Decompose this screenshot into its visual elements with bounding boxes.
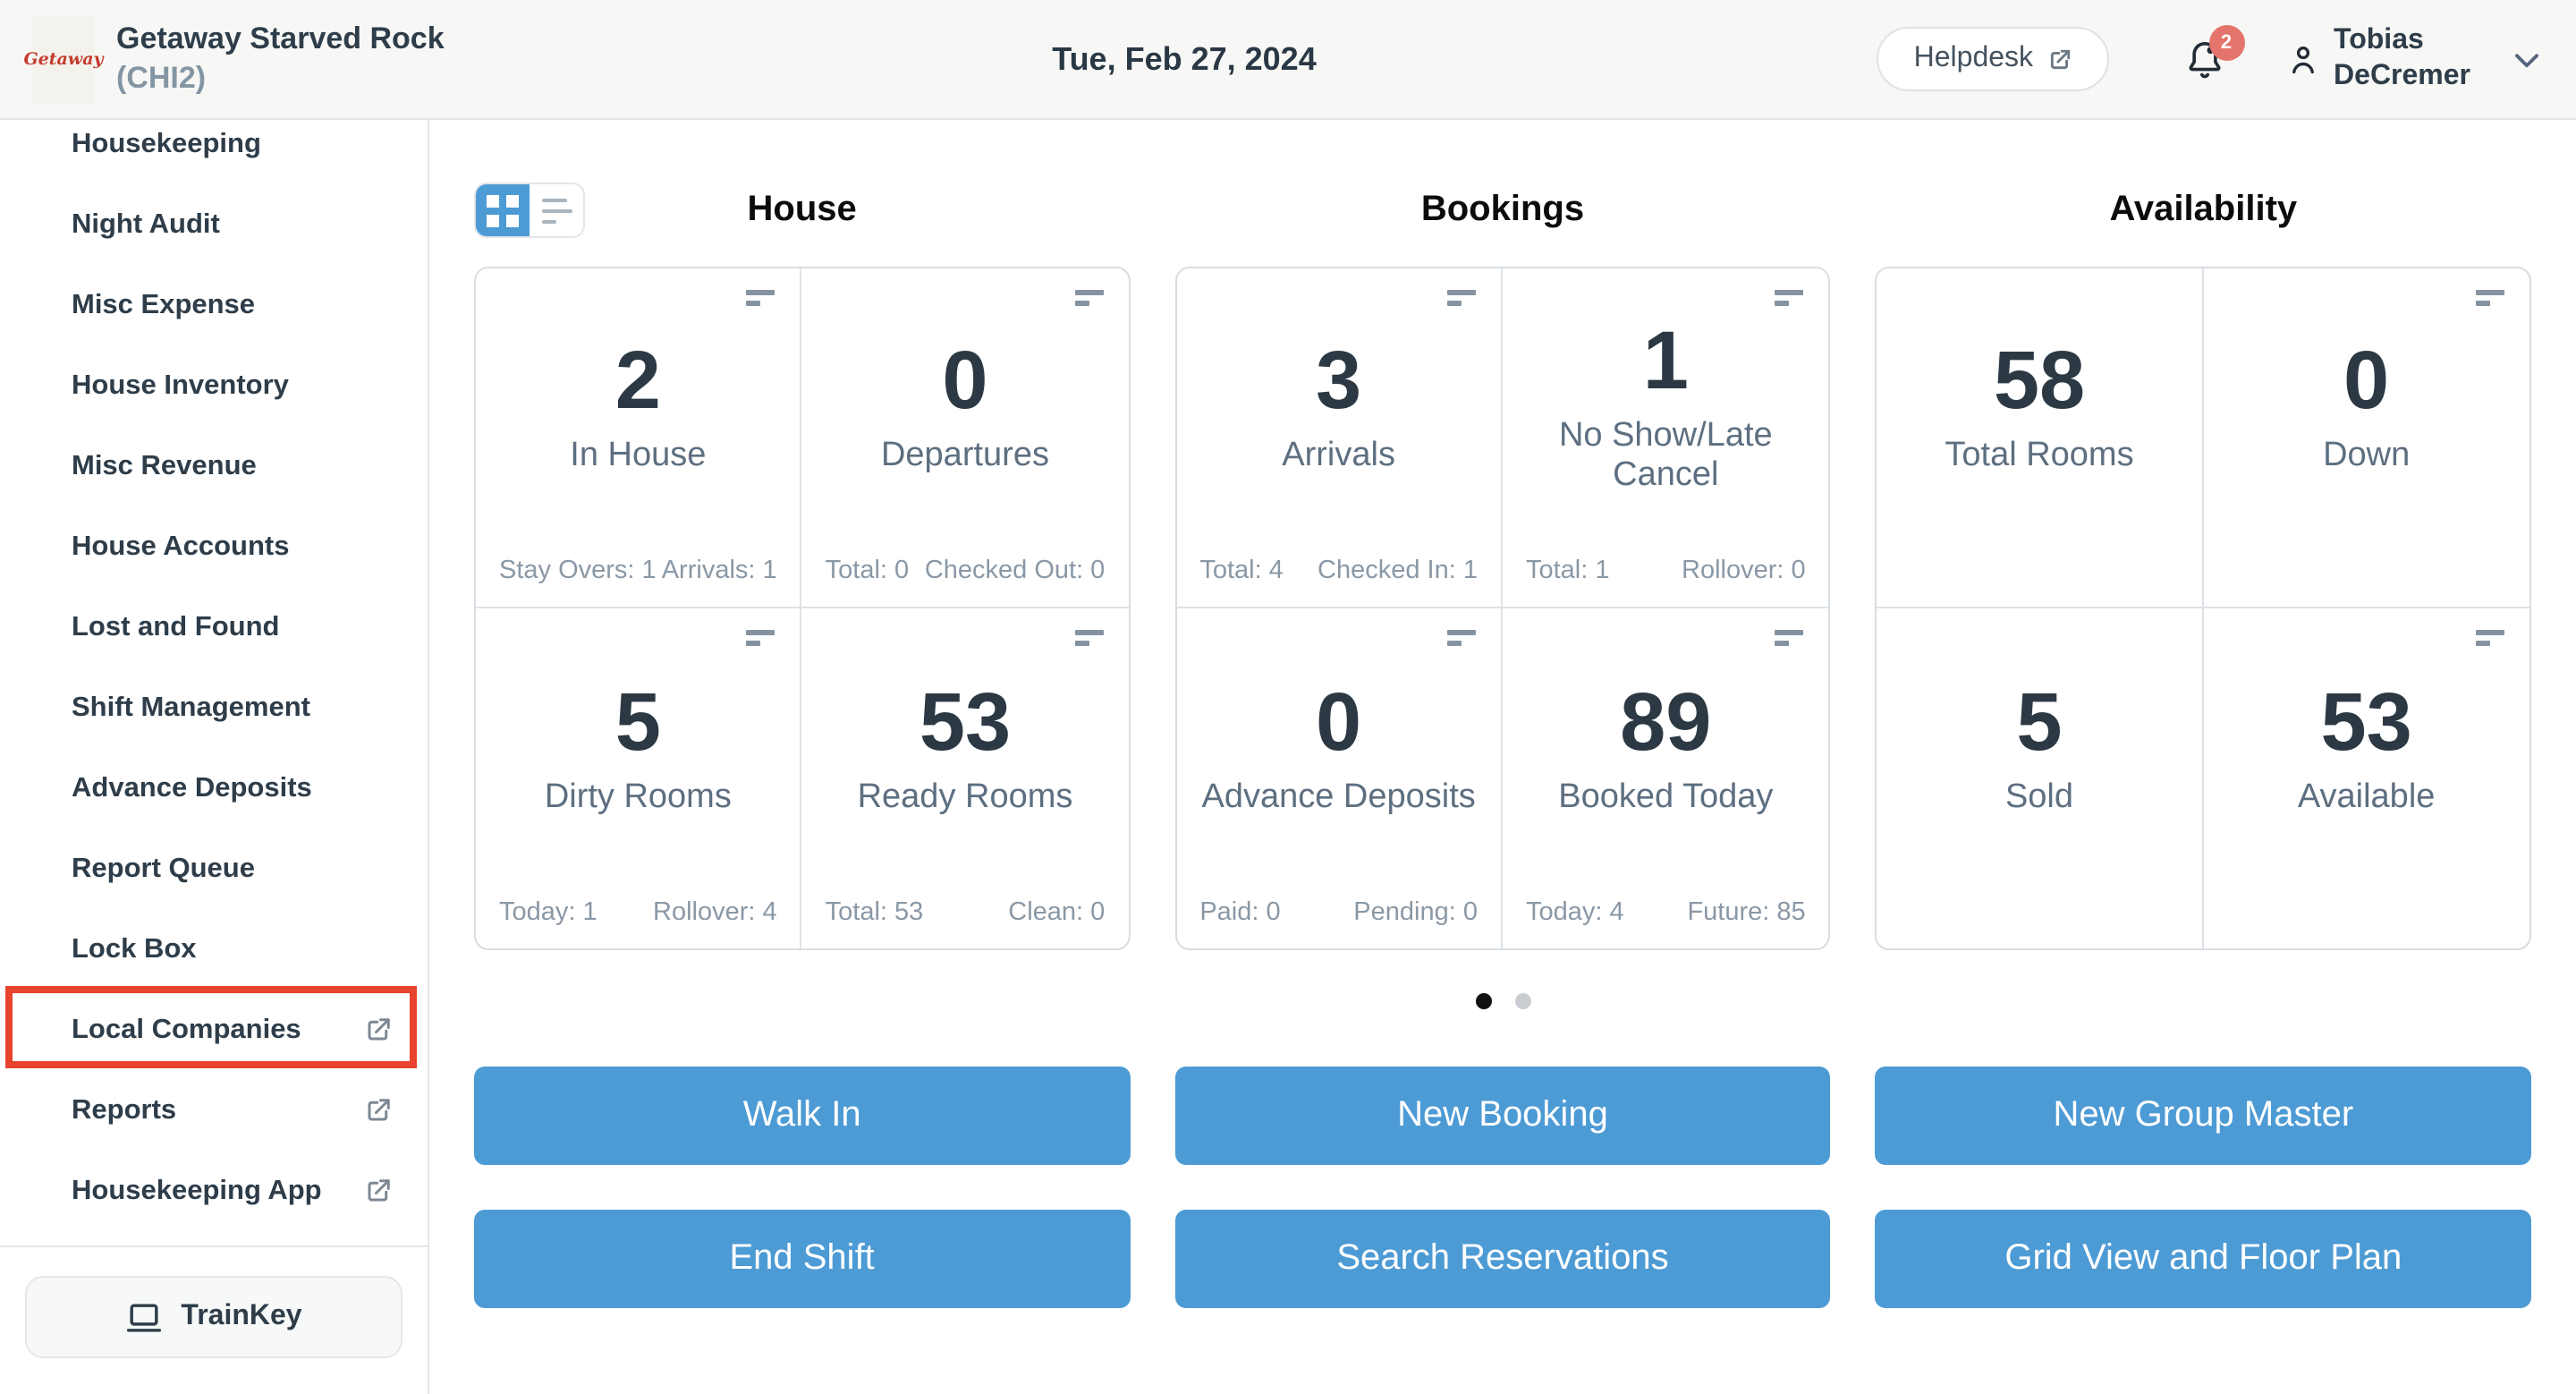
stats-bars-icon [1775, 290, 1804, 306]
sidebar-item-house-inventory[interactable]: House Inventory [72, 370, 289, 400]
arrivals-tile[interactable]: 3 Arrivals Total: 4 Checked In: 1 [1176, 268, 1503, 608]
down-rooms-tile[interactable]: 0 Down [2203, 268, 2529, 608]
user-name: Tobias DeCremer [2334, 25, 2470, 91]
stats-bars-icon [746, 290, 775, 306]
sidebar-list: Housekeeping Night Audit Misc Expense Ho… [0, 104, 428, 1231]
property-title: Getaway Starved Rock (CHI2) [116, 19, 445, 99]
grid-view-icon [487, 194, 519, 226]
no-show-late-cancel-tile[interactable]: 1 No Show/Late Cancel Total: 1 Rollover: 0 [1502, 268, 1829, 608]
sidebar-item-report-queue[interactable]: Report Queue [72, 853, 255, 883]
sidebar-item-local-companies[interactable]: Local Companies [0, 990, 428, 1070]
carousel-dot-2[interactable] [1514, 993, 1530, 1009]
dirty-rooms-tile[interactable]: 5 Dirty Rooms Today: 1 Rollover: 4 [476, 608, 802, 948]
sidebar-nav: Housekeeping Night Audit Misc Expense Ho… [0, 120, 429, 1394]
top-header: Getaway Getaway Starved Rock (CHI2) Tue,… [0, 0, 2576, 120]
getaway-logo: Getaway [23, 15, 104, 103]
stats-bars-icon [1446, 630, 1476, 646]
departures-tile[interactable]: 0 Departures Total: 0 Checked Out: 0 [801, 268, 1129, 608]
user-icon [2285, 40, 2319, 78]
current-date: Tue, Feb 27, 2024 [1052, 40, 1317, 76]
getaway-logo-text: Getaway [23, 49, 104, 69]
sidebar-divider [0, 1245, 428, 1247]
in-house-tile[interactable]: 2 In House Stay Overs: 1 Arrivals: 1 [476, 268, 802, 608]
walk-in-button[interactable]: Walk In [474, 1067, 1131, 1165]
dashboard-main: House Bookings Availability 2 In House St… [429, 120, 2576, 1394]
house-card: 2 In House Stay Overs: 1 Arrivals: 1 0 Depa… [474, 267, 1131, 950]
sidebar-item-housekeeping-app[interactable]: Housekeeping App [0, 1151, 428, 1231]
booked-today-tile[interactable]: 89 Booked Today Today: 4 Future: 85 [1503, 608, 1829, 948]
stats-bars-icon [1775, 630, 1804, 646]
header-actions: Helpdesk 2 Tobias DeCremer [1876, 23, 2544, 95]
sidebar-item-misc-revenue[interactable]: Misc Revenue [72, 450, 257, 480]
trainkey-label: TrainKey [181, 1301, 302, 1331]
property-code: (CHI2) [116, 61, 207, 95]
user-menu[interactable]: Tobias DeCremer [2285, 23, 2470, 95]
action-buttons-row-1: Walk In New Booking New Group Master [429, 1067, 2576, 1165]
end-shift-button[interactable]: End Shift [474, 1210, 1131, 1308]
stats-bars-icon [1074, 630, 1104, 646]
sold-rooms-tile[interactable]: 5 Sold [1877, 608, 2204, 948]
stats-bars-icon [1446, 290, 1476, 306]
sidebar-item-misc-expense[interactable]: Misc Expense [72, 289, 256, 319]
grid-view-floor-plan-button[interactable]: Grid View and Floor Plan [1875, 1210, 2531, 1308]
section-titles: House Bookings Availability [429, 174, 2576, 245]
section-title-bookings: Bookings [1420, 189, 1585, 228]
stats-bars-icon [2475, 290, 2504, 306]
notification-count-badge: 2 [2208, 24, 2245, 60]
new-group-master-button[interactable]: New Group Master [1875, 1067, 2531, 1165]
sidebar-item-lock-box[interactable]: Lock Box [72, 933, 197, 964]
view-toggle [474, 183, 585, 238]
advance-deposits-tile[interactable]: 0 Advance Deposits Paid: 0 Pending: 0 [1176, 608, 1503, 948]
helpdesk-label: Helpdesk [1913, 43, 2034, 73]
sidebar-item-reports[interactable]: Reports [0, 1070, 428, 1151]
external-link-icon [365, 1177, 392, 1204]
bookings-card: 3 Arrivals Total: 4 Checked In: 1 1 No Show… [1174, 267, 1831, 950]
stats-bars-icon [2475, 630, 2504, 646]
carousel-dot-1[interactable] [1475, 993, 1491, 1009]
laptop-icon [125, 1300, 163, 1334]
sidebar-item-night-audit[interactable]: Night Audit [72, 208, 220, 239]
chevron-down-icon[interactable] [2510, 42, 2544, 76]
action-buttons-row-2: End Shift Search Reservations Grid View … [429, 1210, 2576, 1308]
ready-rooms-tile[interactable]: 53 Ready Rooms Total: 53 Clean: 0 [802, 608, 1129, 948]
sidebar-item-housekeeping[interactable]: Housekeeping [72, 128, 261, 158]
sidebar-item-house-accounts[interactable]: House Accounts [72, 531, 290, 561]
available-rooms-tile[interactable]: 53 Available [2203, 608, 2529, 948]
stats-bars-icon [1074, 290, 1104, 306]
grid-view-toggle[interactable] [476, 184, 530, 236]
external-link-icon [365, 1097, 392, 1124]
stats-bars-icon [746, 630, 775, 646]
list-view-toggle[interactable] [530, 184, 583, 236]
helpdesk-button[interactable]: Helpdesk [1876, 27, 2109, 91]
sidebar-item-advance-deposits[interactable]: Advance Deposits [72, 772, 312, 803]
property-name: Getaway Starved Rock [116, 21, 445, 55]
trainkey-button[interactable]: TrainKey [25, 1276, 402, 1358]
notifications-button[interactable]: 2 [2183, 24, 2245, 81]
search-reservations-button[interactable]: Search Reservations [1174, 1210, 1831, 1308]
total-rooms-tile[interactable]: 58 Total Rooms [1877, 268, 2204, 608]
section-title-availability: Availability [2109, 189, 2298, 228]
section-title-house: House [747, 189, 857, 228]
carousel-pagination [429, 993, 2576, 1009]
availability-card: 58 Total Rooms 0 Down 5 Sold 53 Available [1875, 267, 2531, 950]
new-booking-button[interactable]: New Booking [1174, 1067, 1831, 1165]
sidebar-item-lost-and-found[interactable]: Lost and Found [72, 611, 280, 642]
stat-card-row: 2 In House Stay Overs: 1 Arrivals: 1 0 Depa… [429, 267, 2576, 950]
sidebar-item-shift-management[interactable]: Shift Management [72, 692, 310, 722]
external-link-icon [365, 1016, 392, 1043]
external-link-icon [2047, 47, 2071, 71]
